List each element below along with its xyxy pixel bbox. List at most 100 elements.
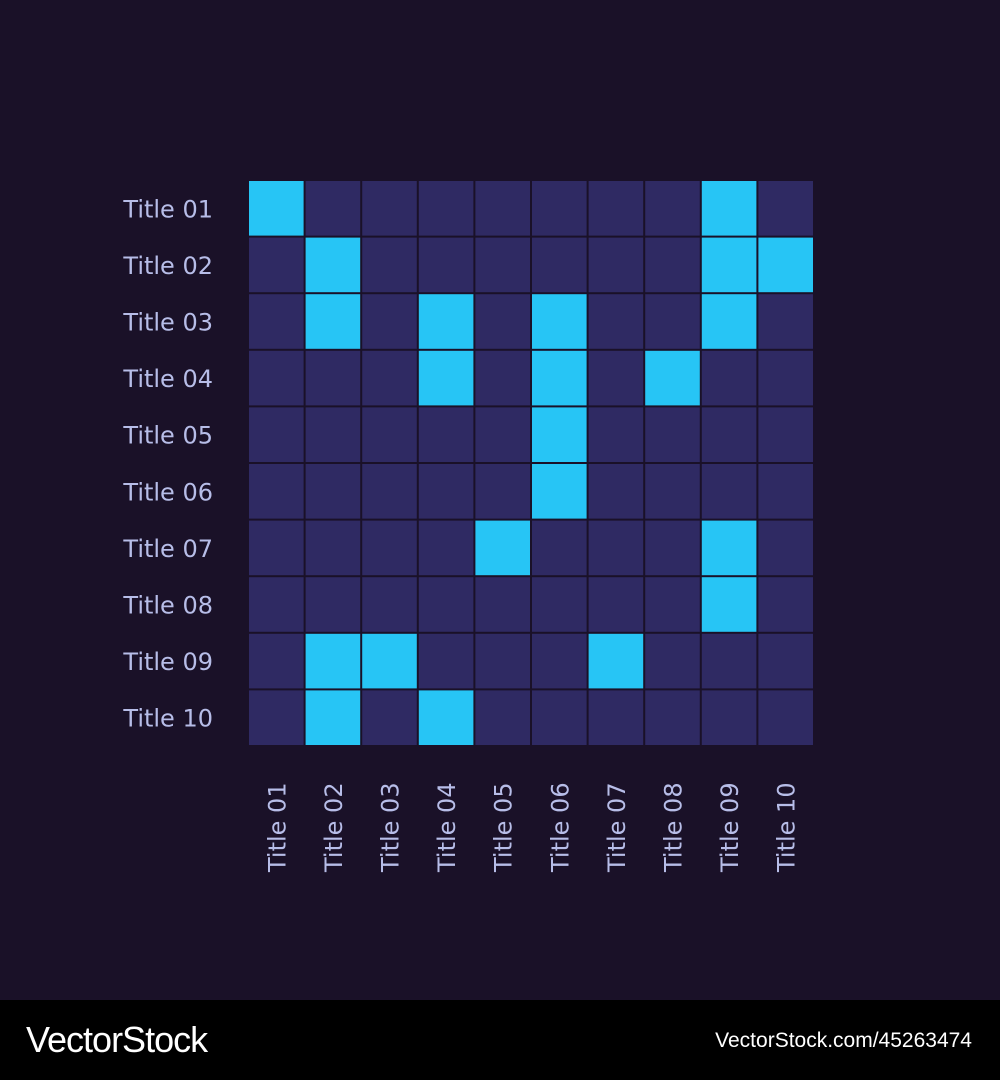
heatmap-cell-r10-c7 (588, 690, 644, 745)
heatmap-cell-r4-c5 (475, 350, 530, 406)
heatmap-cell-r7-c7 (588, 520, 644, 576)
heatmap-chart: Title 01 Title 02 Title 03 Title 04 Title 05… (122, 181, 813, 873)
heatmap-cell-r4-c7 (588, 350, 644, 406)
image-url: VectorStock.com/45263474 (715, 1029, 972, 1052)
heatmap-cell-r7-c10 (758, 520, 813, 576)
heatmap-cell-r5-c3 (362, 407, 417, 462)
heatmap-cell-r9-c10 (758, 633, 813, 689)
heatmap-cell-r6-c5 (475, 464, 530, 519)
heatmap-cell-r7-c6 (532, 520, 587, 576)
heatmap-cell-r6-c9 (701, 464, 757, 519)
heatmap-cell-r1-c2 (305, 181, 361, 236)
heatmap-cell-r7-c3 (362, 520, 417, 576)
heatmap-cell-r2-c8 (645, 237, 700, 293)
heatmap-cell-r2-c5 (475, 237, 530, 293)
heatmap-cell-r8-c5 (475, 577, 530, 632)
column-label: Title 07 (603, 782, 631, 873)
row-label: Title 04 (122, 365, 213, 393)
heatmap-cell-r3-c5 (475, 294, 530, 349)
heatmap-cell-r5-c8 (645, 407, 700, 462)
brand-logo: VectorStock (26, 1019, 208, 1060)
heatmap-cell-r8-c7 (588, 577, 644, 632)
heatmap-cell-r10-c2 (305, 690, 361, 745)
watermark-footer: VectorStock VectorStock.com/45263474 (0, 1000, 1000, 1080)
heatmap-cell-r5-c2 (305, 407, 361, 462)
heatmap-cell-r3-c2 (305, 294, 361, 349)
heatmap-cell-r5-c6 (532, 407, 587, 462)
heatmap-cell-r9-c7 (588, 633, 644, 689)
heatmap-cell-r8-c6 (532, 577, 587, 632)
heatmap-cell-r1-c1 (249, 181, 304, 236)
heatmap-cell-r8-c2 (305, 577, 361, 632)
heatmap-cell-r2-c7 (588, 237, 644, 293)
row-label: Title 05 (122, 422, 213, 450)
heatmap-cell-r10-c6 (532, 690, 587, 745)
row-label: Title 09 (122, 648, 213, 676)
heatmap-cell-r6-c3 (362, 464, 417, 519)
heatmap-cell-r5-c1 (249, 407, 304, 462)
heatmap-cell-r4-c9 (701, 350, 757, 406)
heatmap-cell-r10-c5 (475, 690, 530, 745)
column-label: Title 08 (660, 782, 688, 873)
heatmap-cell-r9-c1 (249, 633, 304, 689)
column-label: Title 09 (716, 782, 744, 873)
heatmap-cell-r6-c8 (645, 464, 700, 519)
heatmap-cell-r7-c2 (305, 520, 361, 576)
heatmap-cell-r10-c8 (645, 690, 700, 745)
heatmap-cell-r1-c3 (362, 181, 417, 236)
heatmap-cell-r3-c8 (645, 294, 700, 349)
heatmap-cell-r4-c4 (418, 350, 474, 406)
heatmap-cell-r2-c4 (418, 237, 474, 293)
row-label: Title 01 (122, 195, 213, 223)
heatmap-cell-r3-c9 (701, 294, 757, 349)
column-label: Title 03 (377, 782, 405, 873)
heatmap-cell-r10-c3 (362, 690, 417, 745)
heatmap-cell-r6-c1 (249, 464, 304, 519)
heatmap-cell-r2-c3 (362, 237, 417, 293)
row-label: Title 02 (122, 252, 213, 280)
heatmap-cell-r2-c2 (305, 237, 361, 293)
heatmap-cell-r7-c1 (249, 520, 304, 576)
heatmap-cell-r1-c9 (701, 181, 757, 236)
heatmap-cell-r1-c7 (588, 181, 644, 236)
heatmap-cell-r6-c6 (532, 464, 587, 519)
heatmap-cell-r1-c10 (758, 181, 813, 236)
heatmap-cell-r9-c4 (418, 633, 474, 689)
heatmap-cell-r6-c2 (305, 464, 361, 519)
heatmap-cell-r7-c5 (475, 520, 530, 576)
heatmap-cell-r9-c6 (532, 633, 587, 689)
row-label: Title 10 (122, 705, 213, 733)
heatmap-cell-r5-c9 (701, 407, 757, 462)
heatmap-cell-r7-c8 (645, 520, 700, 576)
column-label: Title 04 (433, 782, 461, 873)
row-label: Title 07 (122, 535, 213, 563)
heatmap-cell-r5-c5 (475, 407, 530, 462)
heatmap-cell-r3-c7 (588, 294, 644, 349)
heatmap-cell-r5-c4 (418, 407, 474, 462)
heatmap-cell-r3-c4 (418, 294, 474, 349)
heatmap-cell-r2-c10 (758, 237, 813, 293)
heatmap-cell-r2-c9 (701, 237, 757, 293)
heatmap-cell-r8-c1 (249, 577, 304, 632)
heatmap-cell-r1-c8 (645, 181, 700, 236)
column-label: Title 05 (490, 782, 518, 873)
heatmap-cell-r7-c4 (418, 520, 474, 576)
row-label: Title 03 (122, 309, 213, 337)
heatmap-cell-r10-c10 (758, 690, 813, 745)
heatmap-cell-r4-c6 (532, 350, 587, 406)
heatmap-cell-r1-c5 (475, 181, 530, 236)
heatmap-cell-r4-c1 (249, 350, 304, 406)
row-label: Title 08 (122, 592, 213, 620)
heatmap-cell-r4-c10 (758, 350, 813, 406)
heatmap-cell-r1-c6 (532, 181, 587, 236)
heatmap-cell-r9-c3 (362, 633, 417, 689)
heatmap-cell-r5-c7 (588, 407, 644, 462)
row-label: Title 06 (122, 478, 213, 506)
column-label: Title 02 (320, 782, 348, 873)
heatmap-cell-r8-c3 (362, 577, 417, 632)
heatmap-cell-r5-c10 (758, 407, 813, 462)
heatmap-cell-r9-c5 (475, 633, 530, 689)
heatmap-cell-r10-c9 (701, 690, 757, 745)
column-label: Title 01 (263, 782, 291, 873)
heatmap-cell-r3-c6 (532, 294, 587, 349)
